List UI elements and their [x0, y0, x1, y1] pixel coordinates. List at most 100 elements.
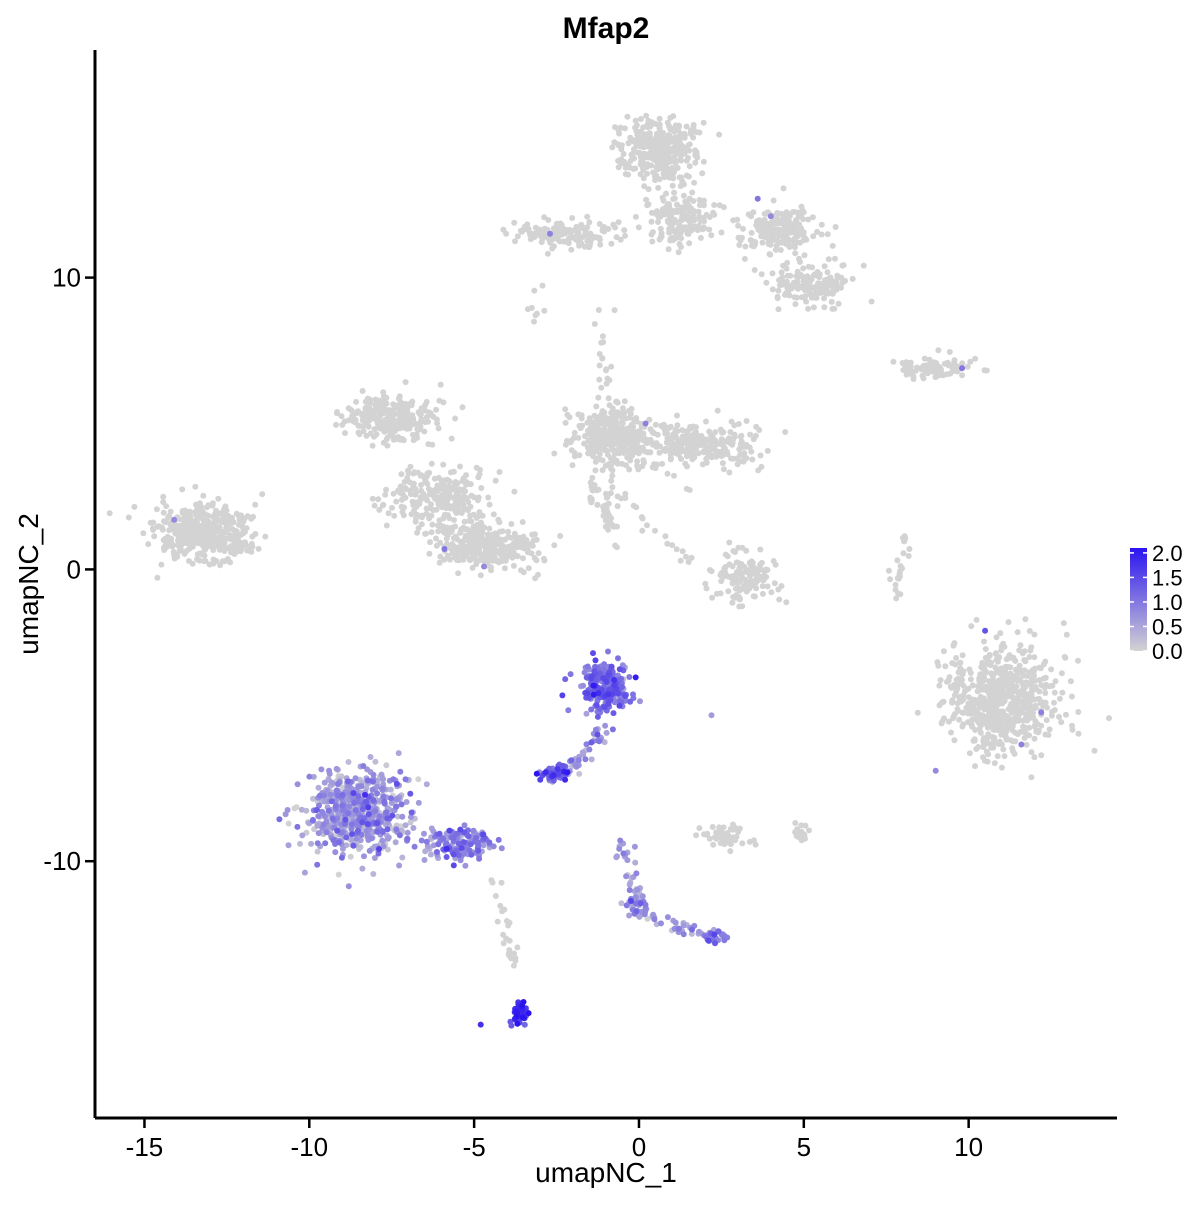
data-point [396, 832, 403, 839]
data-point [824, 269, 831, 276]
data-point [921, 355, 928, 362]
data-point [739, 575, 746, 582]
data-point [801, 234, 808, 241]
data-point [647, 449, 653, 456]
data-point [828, 298, 835, 305]
data-point [623, 462, 630, 469]
data-point [966, 750, 973, 757]
data-point [380, 426, 387, 433]
data-point [1022, 658, 1029, 665]
data-point [1042, 674, 1049, 681]
data-point [444, 486, 451, 493]
data-point [359, 865, 366, 872]
data-point [486, 525, 493, 532]
data-point [960, 721, 967, 728]
data-point [792, 301, 799, 308]
data-point [388, 409, 395, 416]
data-point [727, 826, 734, 832]
data-point [190, 541, 197, 548]
data-point [397, 768, 404, 775]
data-point [615, 219, 622, 226]
data-point [469, 551, 476, 558]
data-point [461, 822, 468, 829]
data-point [1061, 653, 1068, 660]
data-point [452, 415, 459, 422]
data-point [687, 218, 694, 224]
data-point [462, 862, 469, 869]
data-point [658, 162, 665, 169]
data-point [422, 848, 429, 855]
data-point [657, 225, 664, 232]
data-point [582, 756, 589, 763]
data-point [652, 465, 659, 472]
data-point [412, 518, 419, 525]
data-point [539, 236, 546, 242]
data-point [315, 830, 322, 837]
data-point [175, 537, 181, 544]
data-point [696, 928, 702, 935]
data-point [352, 807, 359, 814]
data-point [605, 429, 612, 436]
data-point [656, 121, 663, 128]
data-point [692, 223, 699, 230]
data-point [399, 854, 406, 861]
plot-title: Mfap2 [563, 12, 650, 45]
data-point [649, 429, 656, 436]
data-point [613, 234, 620, 241]
data-point [411, 507, 417, 514]
data-point [171, 553, 178, 560]
data-point [395, 750, 402, 757]
data-point [575, 757, 582, 764]
data-point [533, 557, 540, 564]
data-point [356, 431, 363, 438]
data-point [422, 478, 429, 485]
data-point [495, 836, 502, 843]
data-point [633, 870, 640, 877]
data-point [512, 955, 519, 962]
data-point [630, 423, 637, 430]
data-point [195, 537, 202, 544]
data-point [160, 509, 167, 516]
data-point [493, 557, 500, 564]
data-point [599, 333, 606, 340]
data-point [965, 704, 972, 711]
data-point [222, 503, 229, 510]
data-point [473, 535, 479, 542]
data-point [1051, 689, 1058, 696]
data-point [806, 827, 812, 834]
data-point [792, 820, 799, 826]
data-point [297, 840, 303, 847]
data-point [596, 738, 603, 745]
data-point [588, 443, 595, 450]
data-point [635, 224, 642, 231]
data-point [398, 801, 405, 808]
data-point [710, 209, 717, 216]
data-point [433, 406, 440, 413]
data-point [642, 420, 649, 427]
data-point [719, 460, 726, 467]
data-point [228, 549, 234, 556]
data-point [150, 526, 157, 533]
data-point [793, 217, 799, 224]
data-point [741, 442, 748, 449]
data-point [306, 773, 313, 780]
data-point [457, 463, 463, 470]
data-point [478, 534, 485, 540]
data-point [512, 238, 518, 245]
data-point [426, 491, 433, 498]
data-point [262, 533, 269, 540]
data-point [285, 820, 292, 827]
data-point [775, 226, 782, 233]
data-point [815, 270, 822, 277]
data-point [645, 186, 652, 193]
data-point [981, 638, 987, 645]
data-point [746, 838, 753, 845]
data-point [338, 854, 345, 861]
data-point [697, 202, 703, 209]
data-point [1012, 729, 1019, 736]
data-point [950, 713, 957, 720]
data-point [754, 195, 761, 202]
data-point [968, 710, 975, 717]
data-point [533, 536, 540, 543]
data-point [623, 873, 630, 880]
